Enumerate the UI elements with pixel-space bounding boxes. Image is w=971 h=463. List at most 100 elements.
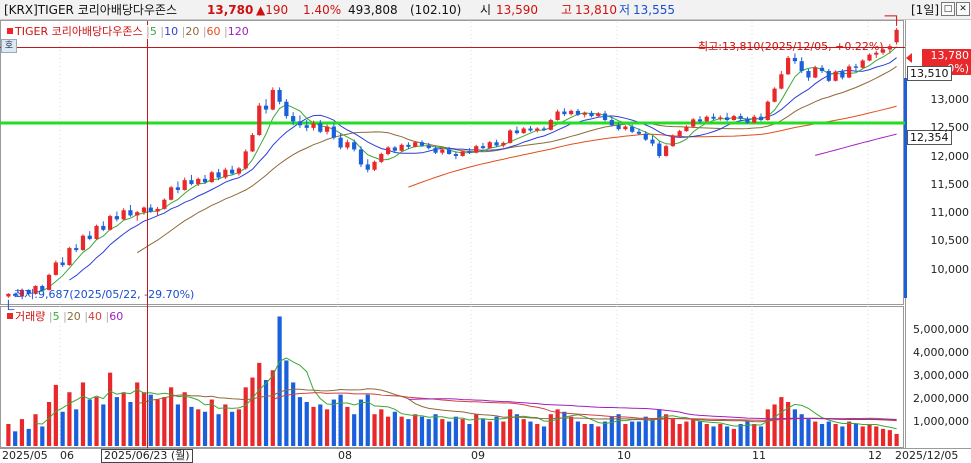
volume-bar (162, 397, 167, 446)
volume-tick: 5,000,000 (913, 323, 969, 336)
candle-body (426, 145, 431, 149)
open-price: 13,590 (496, 3, 538, 17)
high-annotation: 최고:13,810(2025/12/05, +0.22%) (698, 40, 884, 53)
candle-body (304, 125, 309, 128)
candle-body (277, 89, 282, 102)
volume-bar (209, 399, 214, 446)
candle-body (765, 101, 770, 121)
volume-bar (338, 394, 343, 446)
volume-bar (630, 421, 635, 446)
volume-bar (799, 414, 804, 446)
high-price: 13,810 (575, 3, 617, 17)
candle-body (196, 178, 201, 185)
volume-bar (324, 409, 330, 446)
price-tick: 12,500 (930, 121, 970, 134)
low-annotation: 최저:9,687(2025/05/22, -29.70%) (14, 288, 195, 301)
candle-body (663, 146, 669, 156)
volume-bar (738, 424, 743, 446)
volume-bar (792, 409, 798, 446)
volume-bar (202, 411, 208, 446)
candle-body (135, 212, 140, 216)
candle-body (691, 119, 696, 127)
candle-body (169, 187, 174, 200)
candle-body (433, 148, 438, 153)
volume-bar (413, 414, 418, 446)
volume-bar (474, 414, 479, 446)
candle-body (799, 61, 804, 72)
candle-body (772, 88, 777, 102)
volume-bar (718, 424, 723, 446)
price-tick: 10,000 (930, 263, 970, 276)
candle-body (236, 168, 242, 174)
candle-body (101, 225, 106, 230)
candle-body (67, 248, 72, 266)
volume-bar (752, 424, 757, 446)
volume-bar (352, 414, 357, 446)
volume-bar (189, 406, 194, 446)
volume-bar (318, 404, 323, 446)
candle-body (216, 172, 221, 178)
volume-bar (399, 416, 404, 446)
volume-bar (114, 397, 119, 446)
symbol-name[interactable]: [KRX]TIGER 코리아배당다우존스 (4, 3, 178, 17)
price-ma-line-20 (136, 65, 897, 254)
candle-body (291, 116, 296, 122)
volume-bar (169, 387, 174, 446)
price-tick: 12,000 (930, 150, 970, 163)
candle-body (189, 180, 194, 185)
candle-body (786, 57, 791, 75)
volume-bar (392, 411, 397, 446)
candle-body (535, 128, 540, 131)
low-label: 저 (619, 3, 631, 17)
volume-bar (433, 414, 438, 446)
volume-bar (379, 409, 384, 446)
volume-bar (575, 421, 581, 446)
candle-body (467, 151, 472, 153)
volume-ratio: (102.10) (410, 3, 462, 17)
current-price-box-pct: 0%) (947, 62, 969, 75)
volume-panel-frame (0, 306, 904, 448)
volume-ma-line-5 (35, 357, 897, 430)
volume-bar (480, 419, 486, 446)
volume-bar (609, 416, 614, 446)
price-change-pct: 1.40% (303, 3, 342, 17)
candle-body (555, 111, 560, 121)
candle-body (582, 112, 587, 115)
date-tick: 12 (868, 449, 882, 462)
volume-bar (236, 409, 242, 446)
legend-vol-ma60: 60 (109, 310, 124, 323)
order-icon[interactable]: 호 (1, 39, 17, 53)
candle-body (331, 126, 336, 138)
candle-body (365, 164, 370, 170)
volume-legend: 거래량 |5 |20 |40 |60 (5, 310, 126, 324)
current-price-pointer-icon (906, 53, 912, 63)
current-price-box-value: 13,780 (930, 49, 970, 62)
trade-volume: 493,808 (348, 3, 398, 17)
volume-bar (216, 414, 221, 446)
candle-body (894, 29, 899, 43)
date-tick: 2025/12/05 (895, 449, 959, 462)
volume-bar (860, 426, 865, 446)
low-marker-arrow (7, 299, 15, 311)
volume-bar (460, 419, 465, 446)
candle-body (806, 71, 811, 78)
period-button[interactable]: [1일] (911, 3, 940, 17)
volume-bar (243, 387, 248, 446)
volume-bar (40, 426, 45, 446)
candle-body (833, 71, 838, 81)
volume-bar (447, 421, 452, 446)
volume-bar (880, 428, 886, 446)
volume-bar (148, 394, 153, 446)
candle-body (548, 120, 553, 130)
close-icon[interactable]: ✕ (956, 2, 970, 16)
volume-bar (555, 409, 560, 446)
volume-bar (657, 409, 662, 446)
maximize-icon[interactable]: □ (941, 2, 955, 16)
price-ma-line-120 (815, 133, 897, 156)
candle-body (752, 116, 757, 123)
candle-body (779, 74, 784, 89)
candle-body (853, 66, 859, 68)
candle-body (148, 207, 153, 212)
volume-bar (826, 421, 831, 446)
